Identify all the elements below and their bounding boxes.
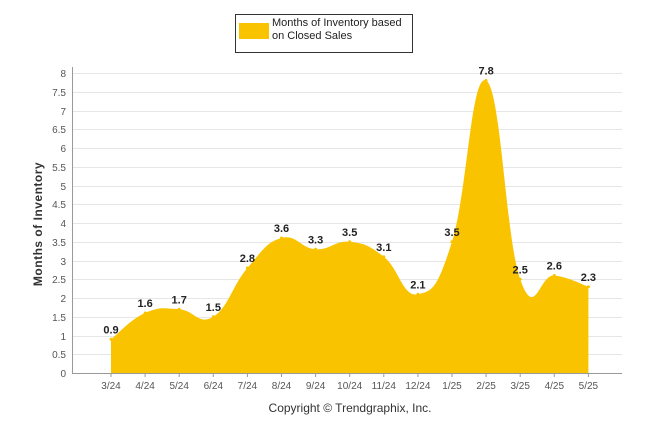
data-point bbox=[143, 311, 147, 315]
y-tick-label: 0 bbox=[60, 369, 66, 380]
data-label: 3.6 bbox=[274, 223, 289, 235]
y-tick-label: 6 bbox=[60, 144, 66, 155]
x-tick-label: 6/24 bbox=[204, 381, 224, 392]
y-tick-label: 4.5 bbox=[52, 200, 66, 211]
legend[interactable]: Months of Inventory based on Closed Sale… bbox=[235, 14, 413, 53]
y-tick-label: 2 bbox=[60, 294, 66, 305]
data-point bbox=[484, 79, 488, 82]
y-tick-label: 6.5 bbox=[52, 125, 66, 136]
x-tick-label: 8/24 bbox=[272, 381, 292, 392]
y-tick-label: 7.5 bbox=[52, 88, 66, 99]
legend-label-line-1: Months of Inventory based bbox=[272, 17, 402, 29]
data-label: 2.8 bbox=[240, 253, 255, 265]
data-point bbox=[245, 266, 249, 270]
data-label: 2.6 bbox=[547, 261, 562, 273]
x-tick-label: 7/24 bbox=[238, 381, 258, 392]
x-tick-label: 9/24 bbox=[306, 381, 326, 392]
series-area-fill bbox=[111, 80, 589, 373]
data-label: 3.5 bbox=[342, 227, 357, 239]
data-label: 2.5 bbox=[513, 264, 528, 276]
data-label: 7.8 bbox=[478, 66, 493, 78]
copyright-text: Copyright © Trendgraphix, Inc. bbox=[269, 401, 432, 415]
y-tick-label: 1.5 bbox=[52, 313, 66, 324]
y-tick-label: 8 bbox=[60, 69, 66, 80]
data-point bbox=[314, 247, 318, 251]
x-tick-label: 4/25 bbox=[545, 381, 565, 392]
data-point bbox=[177, 307, 181, 311]
data-labels: 0.9 1.6 1.7 1.5 2.8 3.6 3.3 3.5 3.1 2.1 3.5 7.8 2.5 2… bbox=[103, 66, 596, 337]
y-tick-label: 2.5 bbox=[52, 275, 66, 286]
x-tick-label: 12/24 bbox=[405, 381, 430, 392]
x-tick-label: 3/24 bbox=[101, 381, 121, 392]
x-axis: 3/24 4/24 5/24 6/24 7/24 8/24 9/24 10/24 11/24 12… bbox=[72, 373, 622, 392]
y-tick-label: 3.5 bbox=[52, 238, 66, 249]
legend-label-line-2: on Closed Sales bbox=[272, 30, 353, 42]
data-label: 1.7 bbox=[172, 294, 187, 306]
data-label: 2.3 bbox=[581, 272, 596, 284]
data-point bbox=[348, 240, 352, 244]
x-tick-label: 3/25 bbox=[510, 381, 530, 392]
data-label: 3.3 bbox=[308, 234, 323, 246]
data-point bbox=[211, 315, 215, 319]
x-tick-label: 5/25 bbox=[579, 381, 599, 392]
x-tick-label: 10/24 bbox=[337, 381, 362, 392]
data-point bbox=[109, 337, 113, 341]
y-tick-label: 5 bbox=[60, 182, 66, 193]
y-tick-label: 3 bbox=[60, 257, 66, 268]
data-label: 0.9 bbox=[103, 324, 118, 336]
x-tick-label: 2/25 bbox=[476, 381, 496, 392]
y-tick-label: 7 bbox=[60, 107, 66, 118]
y-tick-label: 4 bbox=[60, 219, 66, 230]
series-area bbox=[109, 79, 590, 373]
data-point bbox=[586, 285, 590, 289]
y-tick-label: 5.5 bbox=[52, 163, 66, 174]
data-point bbox=[552, 274, 556, 277]
data-label: 1.5 bbox=[206, 302, 221, 314]
data-label: 3.5 bbox=[444, 227, 459, 239]
data-point bbox=[416, 292, 420, 296]
x-tick-label: 11/24 bbox=[372, 381, 397, 392]
data-point bbox=[450, 240, 454, 244]
y-axis: 0 0.5 1 1.5 2 2.5 3 3.5 4 4.5 5 5.5 6 6.5 7 7.5 8 bbox=[52, 67, 73, 380]
data-point bbox=[518, 277, 522, 281]
data-point bbox=[280, 236, 283, 240]
data-point bbox=[382, 255, 386, 259]
y-axis-title: Months of Inventory bbox=[31, 162, 45, 286]
y-tick-label: 0.5 bbox=[52, 350, 66, 361]
data-label: 2.1 bbox=[410, 279, 425, 291]
x-tick-label: 5/24 bbox=[169, 381, 189, 392]
data-label: 3.1 bbox=[376, 242, 391, 254]
x-tick-label: 4/24 bbox=[135, 381, 155, 392]
data-label: 1.6 bbox=[137, 298, 152, 310]
legend-swatch bbox=[239, 23, 269, 39]
y-tick-label: 1 bbox=[60, 332, 66, 343]
x-tick-label: 1/25 bbox=[442, 381, 462, 392]
